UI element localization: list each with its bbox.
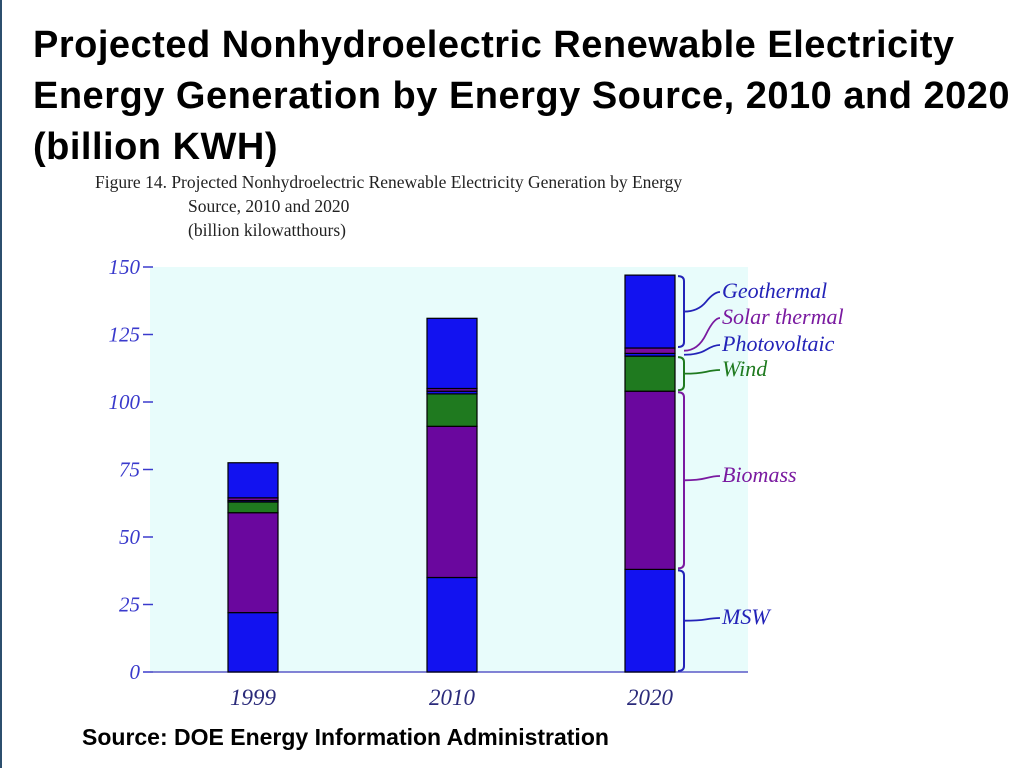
- legend-leader-msw: [683, 617, 721, 622]
- bar-segment-msw: [624, 568, 676, 673]
- figure-caption-line-1: Figure 14. Projected Nonhydroelectric Re…: [95, 172, 683, 192]
- bar-segment-wind: [227, 501, 279, 514]
- legend-label-solar-thermal: Solar thermal: [722, 304, 844, 329]
- y-tick-label: 50: [119, 525, 141, 549]
- legend-label-biomass: Biomass: [722, 462, 797, 487]
- figure-caption: Figure 14. Projected Nonhydroelectric Re…: [95, 170, 915, 242]
- bar-segment-geothermal: [426, 317, 478, 390]
- y-tick-label: 75: [119, 458, 140, 482]
- bar-segment-geothermal: [624, 274, 676, 349]
- legend-label-msw: MSW: [721, 604, 771, 629]
- bar-segment-geothermal: [227, 462, 279, 499]
- slide-left-rule: [0, 0, 2, 768]
- x-tick-label: 2020: [627, 685, 674, 710]
- y-tick-label: 150: [109, 255, 141, 279]
- slide-title: Projected Nonhydroelectric Renewable Ele…: [33, 24, 1011, 168]
- bar-segment-biomass: [227, 512, 279, 614]
- legend-leader-solar-thermal: [683, 317, 721, 352]
- figure-caption-line-3: (billion kilowatthours): [188, 220, 346, 240]
- bar-segment-msw: [426, 576, 478, 673]
- legend-leader-biomass: [683, 475, 721, 482]
- bar-segment-wind: [426, 393, 478, 427]
- y-tick-label: 100: [109, 390, 141, 414]
- bar-segment-biomass: [624, 390, 676, 571]
- legend-leader-wind: [683, 369, 721, 375]
- bar-segment-wind: [624, 355, 676, 392]
- x-tick-label: 2010: [429, 685, 476, 710]
- figure-caption-line-2: Source, 2010 and 2020: [188, 196, 350, 216]
- legend-leader-geothermal: [683, 291, 721, 313]
- x-tick-label: 1999: [230, 685, 277, 710]
- legend-leader-photovoltaic: [683, 344, 721, 356]
- legend-label-geothermal: Geothermal: [722, 278, 827, 303]
- bar-segment-solar-thermal: [624, 347, 676, 355]
- legend-label-wind: Wind: [722, 356, 768, 381]
- bar-segment-msw: [227, 611, 279, 673]
- y-tick-label: 125: [109, 323, 141, 347]
- source-note: Source: DOE Energy Information Administr…: [82, 724, 609, 750]
- legend-label-photovoltaic: Photovoltaic: [721, 331, 835, 356]
- bar-segment-biomass: [426, 425, 478, 579]
- y-tick-label: 0: [130, 660, 141, 684]
- y-tick-label: 25: [119, 593, 140, 617]
